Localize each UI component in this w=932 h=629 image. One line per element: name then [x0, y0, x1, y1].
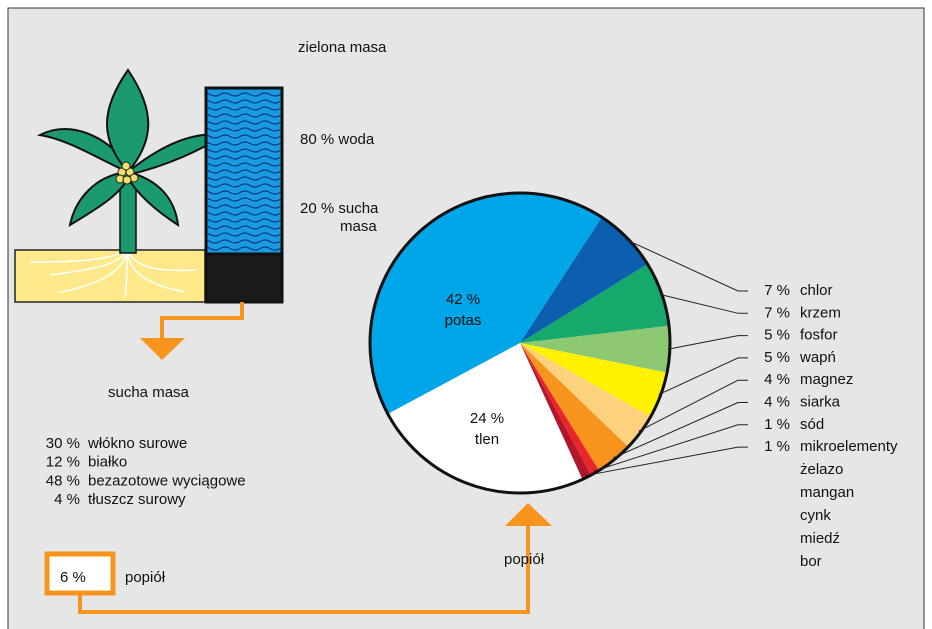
legend-value: 1 %: [764, 438, 790, 455]
legend-name: wapń: [799, 349, 836, 366]
legend-value: 7 %: [764, 304, 790, 321]
legend-value: 5 %: [764, 327, 790, 344]
legend-sub: miedź: [800, 530, 840, 547]
legend-name: krzem: [800, 304, 841, 321]
legend-sub: mangan: [800, 484, 854, 501]
legend-sub: żelazo: [800, 461, 843, 478]
legend-name: fosfor: [800, 327, 838, 344]
dry-column: [206, 254, 282, 302]
slice-name: tlen: [475, 431, 499, 448]
item-name: bezazotowe wyciągowe: [88, 472, 246, 489]
label: 6 %: [60, 569, 86, 586]
legend-name: siarka: [800, 393, 841, 410]
label: sucha masa: [108, 384, 190, 401]
item-pct: 4 %: [54, 491, 80, 508]
legend-name: magnez: [800, 371, 853, 388]
slice-name: potas: [445, 312, 482, 329]
legend-value: 4 %: [764, 393, 790, 410]
item-pct: 30 %: [46, 435, 80, 452]
label: 20 % sucha: [300, 200, 379, 217]
legend-sub: cynk: [800, 507, 831, 524]
legend-value: 1 %: [764, 416, 790, 433]
diagram: zielona masa 80 % woda 20 % sucha masa s…: [0, 0, 932, 629]
slice-value: 24 %: [470, 410, 504, 427]
label: 80 % woda: [300, 131, 375, 148]
label: zielona masa: [298, 39, 387, 56]
item-pct: 48 %: [46, 472, 80, 489]
legend-name: mikroelementy: [800, 438, 898, 455]
water-column: [206, 88, 282, 254]
item-name: tłuszcz surowy: [88, 491, 186, 508]
slice-value: 42 %: [446, 291, 480, 308]
label: masa: [340, 218, 377, 235]
legend-name: sód: [800, 416, 824, 433]
item-name: białko: [88, 454, 127, 471]
label: popiół: [125, 569, 166, 586]
legend-value: 4 %: [764, 371, 790, 388]
item-name: włókno surowe: [87, 435, 187, 452]
legend-value: 5 %: [764, 349, 790, 366]
label: popiół: [504, 551, 545, 568]
legend-value: 7 %: [764, 282, 790, 299]
legend-sub: bor: [800, 553, 822, 570]
legend-name: chlor: [800, 282, 833, 299]
soil: [15, 250, 205, 302]
item-pct: 12 %: [46, 454, 80, 471]
